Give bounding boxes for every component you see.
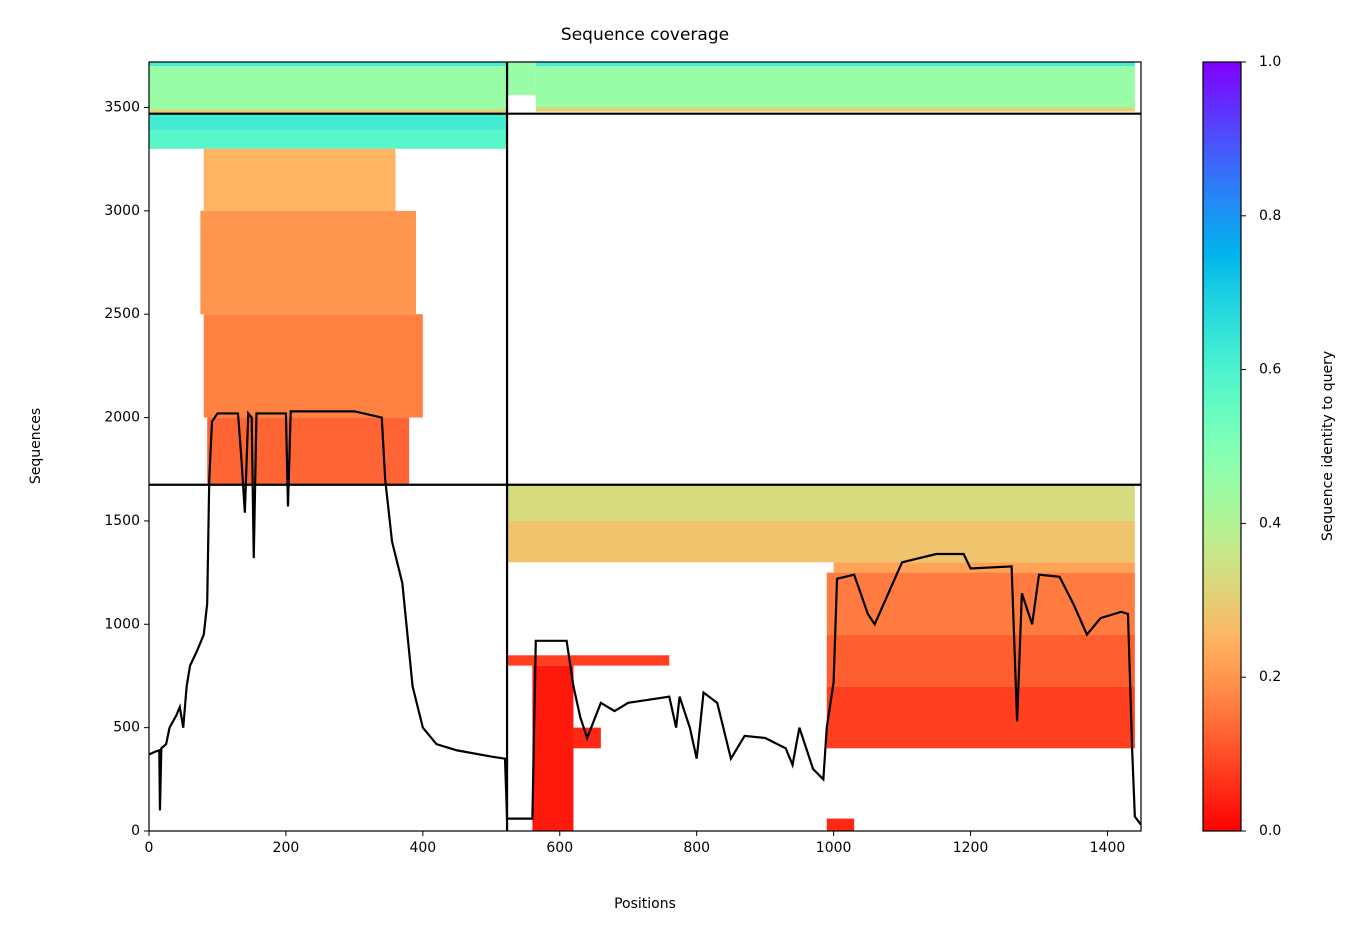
coverage-block [826, 634, 1135, 687]
coverage-block [535, 62, 1135, 67]
coverage-block [535, 107, 1135, 112]
coverage-block [149, 62, 508, 67]
y-tick-label: 0 [131, 823, 140, 839]
coverage-block [207, 417, 410, 485]
x-tick-label: 0 [145, 840, 154, 856]
coverage-block [826, 572, 1135, 635]
colorbar-label: Sequence identity to query [1320, 351, 1336, 541]
coverage-block [203, 148, 396, 211]
coverage-block [507, 62, 536, 96]
colorbar-tick-label: 0.4 [1259, 515, 1281, 531]
x-tick-label: 1200 [953, 840, 989, 856]
chart-title: Sequence coverage [561, 25, 729, 45]
coverage-block [149, 113, 508, 131]
coverage-block [203, 314, 423, 418]
colorbar-tick-label: 0.2 [1259, 669, 1281, 685]
colorbar-tick-label: 0.6 [1259, 362, 1281, 378]
coverage-block [826, 686, 1135, 749]
y-tick-label: 3500 [104, 99, 140, 115]
coverage-block [149, 109, 508, 114]
x-tick-label: 800 [683, 840, 710, 856]
colorbar-tick-label: 0.8 [1259, 208, 1281, 224]
colorbar [1202, 61, 1242, 832]
x-tick-label: 1400 [1090, 840, 1126, 856]
coverage-block [532, 665, 574, 831]
coverage-line [148, 410, 1142, 826]
colorbar-tick-label: 0.0 [1259, 823, 1281, 839]
coverage-block [149, 66, 508, 110]
plot-frame [148, 61, 1142, 832]
x-axis-label: Positions [614, 896, 676, 912]
y-tick-label: 1000 [104, 616, 140, 632]
coverage-block [507, 520, 1135, 563]
x-tick-label: 1000 [816, 840, 852, 856]
y-axis-label: Sequences [28, 408, 44, 484]
coverage-block [149, 130, 508, 149]
coverage-block [826, 818, 855, 831]
x-tick-label: 200 [273, 840, 300, 856]
y-tick-label: 1500 [104, 513, 140, 529]
colorbar-tick-label: 1.0 [1259, 54, 1281, 70]
x-tick-label: 400 [409, 840, 436, 856]
x-tick-label: 600 [546, 840, 573, 856]
y-tick-label: 3000 [104, 203, 140, 219]
y-tick-label: 2500 [104, 306, 140, 322]
y-tick-label: 2000 [104, 410, 140, 426]
coverage-block [507, 484, 1135, 521]
coverage-block [200, 210, 416, 315]
y-tick-label: 500 [113, 720, 140, 736]
coverage-block [535, 66, 1135, 108]
coverage-block [507, 655, 670, 666]
